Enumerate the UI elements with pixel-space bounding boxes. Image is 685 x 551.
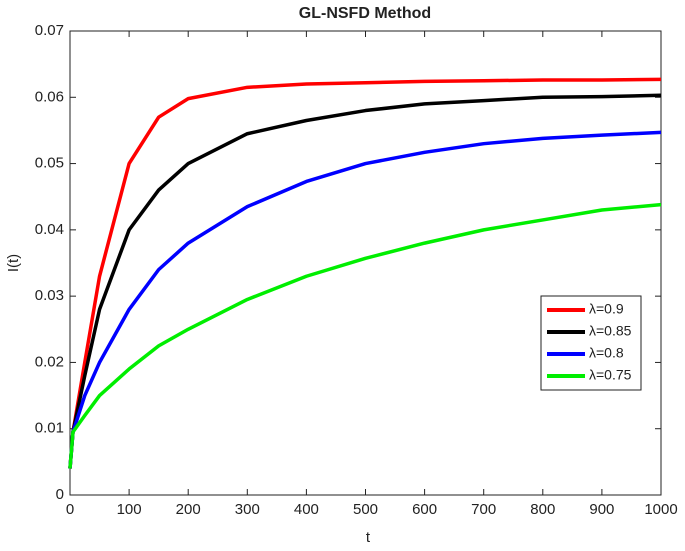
x-tick-label: 400 bbox=[294, 501, 319, 518]
y-tick-label: 0 bbox=[56, 486, 64, 503]
legend-label: λ=0.85 bbox=[589, 323, 632, 339]
x-tick-label: 100 bbox=[117, 501, 142, 518]
y-tick-label: 0.04 bbox=[35, 221, 64, 238]
x-tick-label: 900 bbox=[589, 501, 614, 518]
chart-title: GL-NSFD Method bbox=[299, 5, 431, 22]
series-line bbox=[68, 130, 662, 469]
y-tick-label: 0.07 bbox=[35, 22, 64, 39]
series-line bbox=[68, 77, 662, 469]
x-tick-label: 0 bbox=[66, 501, 74, 518]
x-tick-label: 700 bbox=[471, 501, 496, 518]
x-tick-label: 500 bbox=[353, 501, 378, 518]
x-tick-label: 600 bbox=[412, 501, 437, 518]
y-tick-label: 0.03 bbox=[35, 287, 64, 304]
y-tick-label: 0.05 bbox=[35, 155, 64, 172]
series-line bbox=[68, 202, 662, 469]
x-tick-label: 300 bbox=[235, 501, 260, 518]
x-tick-label: 800 bbox=[530, 501, 555, 518]
legend-label: λ=0.8 bbox=[589, 345, 624, 361]
y-tick-label: 0.06 bbox=[35, 88, 64, 105]
legend-label: λ=0.75 bbox=[589, 367, 632, 383]
x-axis-label: t bbox=[366, 529, 371, 546]
y-axis-label: I(t) bbox=[5, 254, 22, 272]
y-tick-label: 0.02 bbox=[35, 353, 64, 370]
plot-frame bbox=[69, 30, 662, 496]
x-tick-label: 200 bbox=[176, 501, 201, 518]
legend-label: λ=0.9 bbox=[589, 301, 624, 317]
x-tick-label: 1000 bbox=[644, 501, 677, 518]
y-tick-label: 0.01 bbox=[35, 420, 64, 437]
series-line bbox=[68, 93, 662, 469]
